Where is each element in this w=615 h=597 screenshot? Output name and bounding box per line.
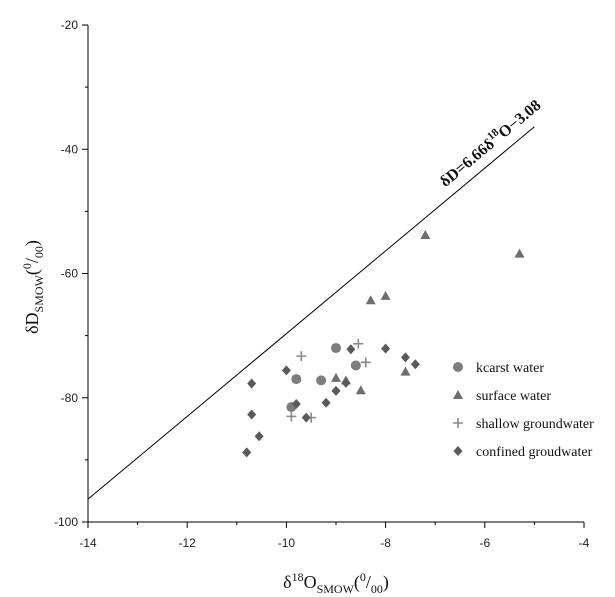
reference-line-group xyxy=(87,126,535,500)
legend-label: kcarst water xyxy=(476,361,544,376)
circle-point xyxy=(350,360,361,371)
x-tick-label: -10 xyxy=(278,536,296,550)
legend-label: shallow groundwater xyxy=(476,417,594,432)
diamond-point xyxy=(247,409,257,420)
diamond-point xyxy=(331,385,341,396)
triangle-point xyxy=(355,385,366,395)
diamond-point xyxy=(410,359,420,370)
diamond-point xyxy=(291,398,301,409)
reference-line-label: δD=6.66δ18O−3.08 xyxy=(435,95,544,191)
reference-line xyxy=(87,126,535,500)
diamond-point xyxy=(281,365,291,376)
diamond-point xyxy=(381,343,391,354)
data-points xyxy=(242,229,525,458)
triangle-point xyxy=(400,366,411,376)
legend-item: kcarst water xyxy=(453,361,544,376)
y-axis-title: δDSMOW(0/00) xyxy=(20,240,46,334)
triangle-point xyxy=(380,290,391,300)
diamond-point xyxy=(341,377,351,388)
legend-marker-circle xyxy=(453,362,463,372)
legend-marker-diamond xyxy=(453,446,463,456)
x-tick-label: -8 xyxy=(380,536,391,550)
diamond-point xyxy=(400,352,410,363)
y-tick-label: -80 xyxy=(61,391,79,405)
triangle-point xyxy=(365,295,376,305)
circle-point xyxy=(331,343,341,354)
x-axis-title: δ18OSMOW(0/00) xyxy=(283,570,389,596)
plus-point xyxy=(353,338,364,349)
legend-marker-plus xyxy=(453,418,463,428)
series-3 xyxy=(286,338,371,423)
series-2 xyxy=(331,229,525,395)
diamond-point xyxy=(346,344,356,355)
circle-point xyxy=(291,374,302,385)
plus-point xyxy=(360,357,371,368)
legend-marker-triangle xyxy=(453,390,463,399)
y-tick-label: -40 xyxy=(61,142,79,156)
plus-point xyxy=(296,351,307,362)
y-tick-label: -100 xyxy=(54,515,78,529)
legend-label: confined groudwater xyxy=(476,445,593,460)
legend-item: confined groudwater xyxy=(453,445,593,460)
legend: kcarst water surface water shallow groundw… xyxy=(453,361,594,460)
legend-label: surface water xyxy=(476,389,551,404)
plus-point xyxy=(286,411,297,422)
circle-point xyxy=(316,375,327,386)
x-tick-label: -6 xyxy=(479,536,490,550)
series-4 xyxy=(242,343,420,458)
legend-item: surface water xyxy=(453,389,551,404)
diamond-point xyxy=(254,431,264,442)
x-tick-label: -12 xyxy=(179,536,197,550)
diamond-point xyxy=(242,447,252,458)
diamond-point xyxy=(247,378,257,389)
x-axis-ticks: -14 -12 -10 -8 -6 -4 xyxy=(79,522,590,550)
x-tick-label: -14 xyxy=(79,536,97,550)
triangle-point xyxy=(331,372,341,382)
y-tick-label: -60 xyxy=(61,267,79,281)
diamond-point xyxy=(321,397,331,408)
triangle-point xyxy=(514,248,525,258)
x-tick-label: -4 xyxy=(579,536,590,550)
diamond-point xyxy=(301,412,311,423)
legend-item: shallow groundwater xyxy=(453,417,594,432)
triangle-point xyxy=(420,229,431,239)
y-tick-label: -20 xyxy=(61,18,79,32)
y-axis-ticks: -100 -80 -60 -40 -20 xyxy=(54,18,88,529)
